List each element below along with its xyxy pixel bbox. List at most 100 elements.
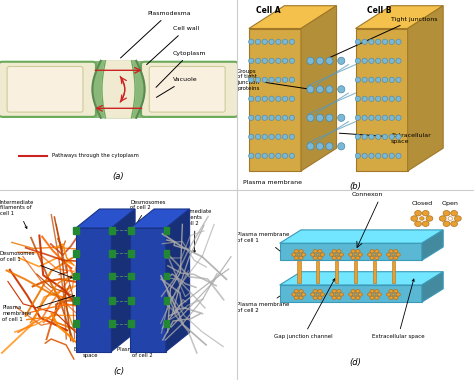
Ellipse shape — [368, 253, 372, 256]
Ellipse shape — [362, 115, 367, 120]
Bar — [164, 297, 170, 304]
Ellipse shape — [370, 290, 374, 293]
Ellipse shape — [316, 114, 324, 122]
Polygon shape — [408, 6, 443, 171]
Text: Plasma membrane: Plasma membrane — [243, 180, 302, 185]
Polygon shape — [280, 230, 443, 243]
Ellipse shape — [383, 39, 388, 44]
Bar — [73, 227, 80, 234]
Ellipse shape — [307, 114, 314, 122]
Ellipse shape — [248, 77, 254, 82]
Ellipse shape — [362, 153, 367, 158]
Ellipse shape — [439, 216, 446, 221]
Ellipse shape — [443, 211, 450, 216]
Ellipse shape — [389, 77, 394, 82]
Ellipse shape — [356, 250, 360, 253]
Bar — [128, 250, 134, 256]
Ellipse shape — [415, 211, 421, 216]
Ellipse shape — [369, 96, 374, 101]
Ellipse shape — [370, 256, 374, 260]
Ellipse shape — [451, 221, 457, 226]
Ellipse shape — [313, 256, 318, 260]
Ellipse shape — [289, 39, 294, 44]
Ellipse shape — [311, 253, 315, 256]
Ellipse shape — [255, 153, 261, 158]
Bar — [73, 297, 80, 304]
Ellipse shape — [348, 293, 353, 296]
Ellipse shape — [375, 256, 379, 260]
Ellipse shape — [356, 290, 360, 293]
Ellipse shape — [307, 143, 314, 150]
Ellipse shape — [318, 296, 322, 299]
Ellipse shape — [396, 153, 401, 158]
Ellipse shape — [283, 115, 288, 120]
Ellipse shape — [354, 293, 357, 296]
Ellipse shape — [422, 221, 429, 226]
Text: Plasma membrane
of cell 2: Plasma membrane of cell 2 — [237, 296, 289, 313]
Ellipse shape — [255, 39, 261, 44]
Ellipse shape — [255, 115, 261, 120]
Ellipse shape — [299, 296, 303, 299]
Text: Extracellular space: Extracellular space — [372, 279, 425, 339]
Ellipse shape — [316, 143, 324, 150]
Ellipse shape — [255, 58, 261, 63]
Ellipse shape — [283, 39, 288, 44]
FancyBboxPatch shape — [7, 66, 83, 112]
Ellipse shape — [269, 96, 274, 101]
Ellipse shape — [396, 58, 401, 63]
Ellipse shape — [316, 57, 324, 65]
Ellipse shape — [389, 115, 394, 120]
Ellipse shape — [320, 293, 324, 296]
Bar — [128, 320, 134, 327]
Ellipse shape — [358, 253, 362, 256]
Ellipse shape — [393, 296, 398, 299]
Text: Connexon: Connexon — [352, 192, 383, 197]
Ellipse shape — [389, 96, 394, 101]
Text: Cell wall: Cell wall — [146, 26, 199, 65]
Bar — [164, 227, 170, 234]
Ellipse shape — [301, 293, 305, 296]
Ellipse shape — [269, 134, 274, 139]
Ellipse shape — [389, 256, 393, 260]
Bar — [354, 261, 357, 283]
Ellipse shape — [330, 253, 334, 256]
Ellipse shape — [337, 290, 341, 293]
Ellipse shape — [326, 143, 333, 150]
Ellipse shape — [415, 221, 421, 226]
Ellipse shape — [362, 39, 367, 44]
Bar — [73, 320, 80, 327]
Ellipse shape — [383, 115, 388, 120]
Polygon shape — [356, 28, 408, 171]
Bar — [164, 273, 170, 279]
Text: Gap junction channel: Gap junction channel — [274, 279, 335, 339]
Ellipse shape — [255, 77, 261, 82]
Text: Cytoplasm: Cytoplasm — [156, 51, 207, 87]
Ellipse shape — [443, 221, 450, 226]
Ellipse shape — [337, 256, 341, 260]
Ellipse shape — [375, 296, 379, 299]
Ellipse shape — [269, 58, 274, 63]
Ellipse shape — [393, 250, 398, 253]
Ellipse shape — [318, 256, 322, 260]
Ellipse shape — [337, 250, 341, 253]
Ellipse shape — [299, 256, 303, 260]
Ellipse shape — [269, 115, 274, 120]
Ellipse shape — [276, 153, 281, 158]
Ellipse shape — [375, 134, 381, 139]
Ellipse shape — [370, 250, 374, 253]
Ellipse shape — [283, 96, 288, 101]
Bar — [2, 61, 235, 118]
Ellipse shape — [373, 293, 376, 296]
Ellipse shape — [369, 134, 374, 139]
Ellipse shape — [389, 58, 394, 63]
Ellipse shape — [375, 58, 381, 63]
Text: Cell A: Cell A — [256, 6, 281, 15]
Ellipse shape — [355, 96, 360, 101]
Ellipse shape — [335, 293, 338, 296]
Ellipse shape — [383, 134, 388, 139]
Ellipse shape — [377, 293, 381, 296]
Bar — [109, 227, 115, 234]
Ellipse shape — [276, 39, 281, 44]
Bar — [164, 250, 170, 256]
Ellipse shape — [375, 96, 381, 101]
